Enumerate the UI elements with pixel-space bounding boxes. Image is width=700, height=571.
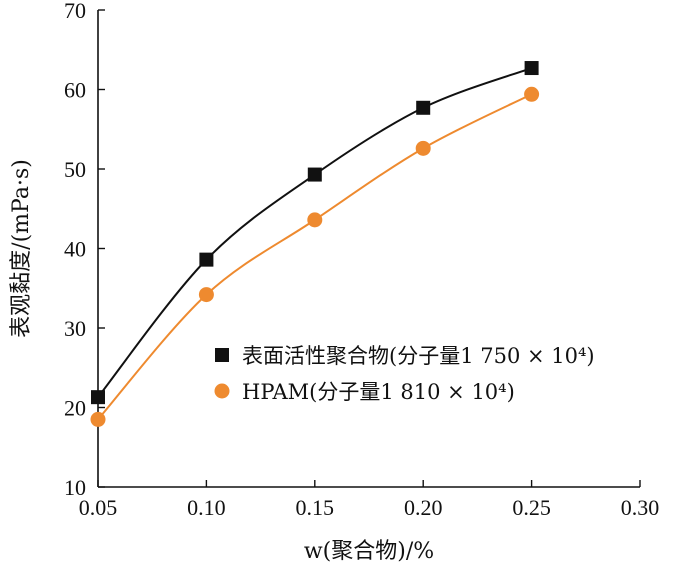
y-tick-label: 60 <box>64 78 86 103</box>
data-point-circle <box>198 287 214 303</box>
x-tick-label: 0.05 <box>79 495 118 520</box>
legend-label: 表面活性聚合物(分子量1 750 × 10⁴) <box>242 344 595 368</box>
y-tick-label: 10 <box>64 475 86 500</box>
axes-frame: 10 20 30 40 50 60 70 0.05 0.10 0.15 0.20 0.25 0.30 <box>64 0 659 520</box>
data-point-square <box>91 390 105 405</box>
x-tick-label: 0.30 <box>621 495 660 520</box>
x-axis-title: w(聚合物)/% <box>304 539 434 564</box>
data-point-square <box>416 100 431 115</box>
legend-marker-square <box>215 348 229 362</box>
x-tick-label: 0.10 <box>187 495 226 520</box>
legend-marker-circle <box>214 383 230 399</box>
x-tick-label: 0.15 <box>296 495 335 520</box>
y-tick-label: 40 <box>64 237 86 262</box>
data-point-square <box>307 167 322 182</box>
x-tick-label: 0.25 <box>512 495 551 520</box>
data-point-circle <box>415 140 431 156</box>
y-axis-title: 表观黏度/(mPa·s) <box>9 159 34 338</box>
data-point-square <box>199 252 214 267</box>
data-point-circle <box>524 86 540 102</box>
y-tick-label: 30 <box>64 316 86 341</box>
data-point-square <box>524 61 539 76</box>
y-tick-label: 50 <box>64 157 86 182</box>
legend: 表面活性聚合物(分子量1 750 × 10⁴) HPAM(分子量1 810 × 1… <box>214 344 595 404</box>
y-tick-label: 20 <box>64 396 86 421</box>
data-point-circle <box>307 212 323 228</box>
data-point-circle <box>90 411 106 427</box>
series-line-2 <box>97 93 533 421</box>
legend-label: HPAM(分子量1 810 × 10⁴) <box>242 380 515 404</box>
plot-area <box>90 61 540 427</box>
x-tick-label: 0.20 <box>404 495 443 520</box>
y-tick-label: 70 <box>64 0 86 23</box>
